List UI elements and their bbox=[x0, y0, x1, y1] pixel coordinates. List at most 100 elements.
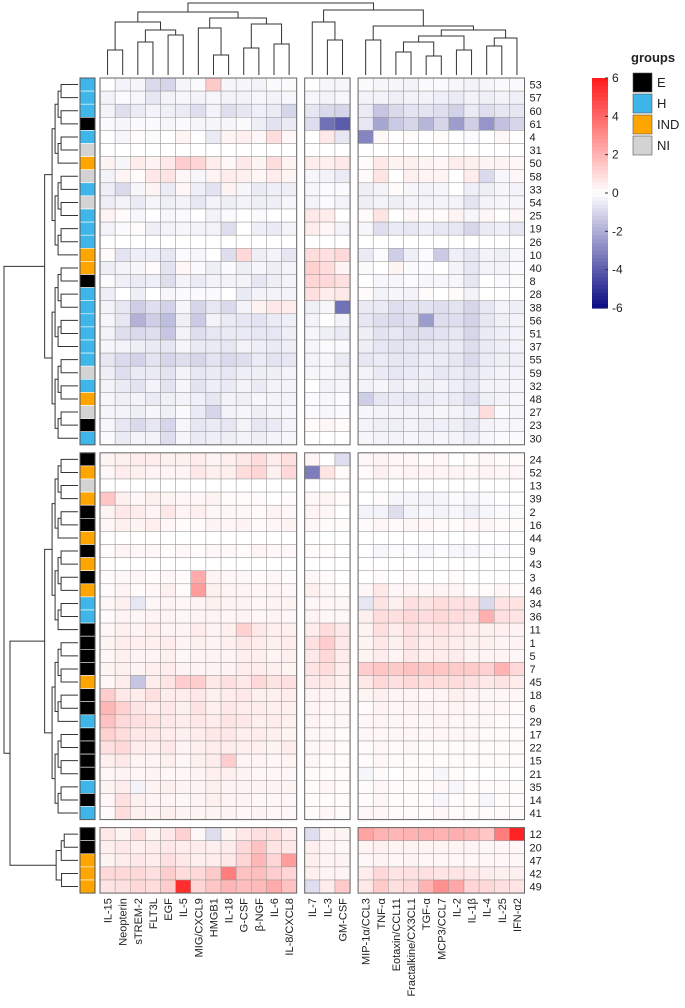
heatmap-cell bbox=[145, 300, 161, 315]
heatmap-cell bbox=[304, 544, 321, 558]
heatmap-cell bbox=[99, 727, 116, 742]
heatmap-cell bbox=[205, 465, 222, 480]
group-annotation-cell bbox=[79, 866, 96, 881]
row-label: 30 bbox=[530, 433, 542, 445]
row-label: 29 bbox=[530, 716, 542, 728]
heatmap-cell bbox=[388, 866, 404, 881]
heatmap-cell bbox=[494, 714, 510, 729]
heatmap-cell bbox=[220, 780, 237, 794]
heatmap-cell bbox=[145, 261, 161, 275]
row-label: 57 bbox=[530, 93, 542, 105]
heatmap-cell bbox=[388, 675, 404, 689]
heatmap-cell bbox=[220, 143, 237, 157]
heatmap-cell bbox=[433, 701, 450, 716]
heatmap-cell bbox=[403, 544, 419, 558]
heatmap-cell bbox=[334, 662, 351, 676]
heatmap-cell bbox=[281, 103, 297, 118]
heatmap-cell bbox=[463, 352, 480, 367]
heatmap-cell bbox=[433, 248, 450, 262]
heatmap-cell bbox=[463, 544, 480, 558]
heatmap-cell bbox=[319, 182, 336, 197]
heatmap-cell bbox=[281, 866, 297, 881]
heatmap-cell bbox=[372, 90, 389, 105]
heatmap-cell bbox=[145, 740, 161, 755]
heatmap-cell bbox=[388, 727, 404, 742]
heatmap-cell bbox=[509, 208, 525, 223]
heatmap-cell bbox=[448, 780, 465, 794]
heatmap-cell bbox=[160, 879, 176, 894]
heatmap-cell bbox=[319, 662, 336, 676]
heatmap-cell bbox=[304, 753, 321, 768]
group-annotation-cell bbox=[79, 418, 96, 433]
heatmap-cell bbox=[372, 195, 389, 210]
heatmap-cell bbox=[235, 675, 252, 689]
heatmap-cell bbox=[403, 570, 419, 585]
heatmap-cell bbox=[418, 300, 434, 315]
heatmap-cell bbox=[319, 766, 336, 781]
heatmap-cell bbox=[190, 714, 207, 729]
heatmap-cell bbox=[334, 688, 351, 702]
row-label: 38 bbox=[530, 302, 542, 314]
heatmap-cell bbox=[304, 827, 321, 841]
colorbar-segment bbox=[592, 101, 608, 106]
heatmap-cell bbox=[304, 780, 321, 794]
heatmap-cell bbox=[372, 117, 389, 131]
heatmap-cell bbox=[403, 379, 419, 393]
heatmap-cell bbox=[494, 596, 510, 611]
heatmap-cell bbox=[190, 518, 207, 532]
group-annotation-cell bbox=[79, 596, 96, 611]
heatmap-cell bbox=[463, 130, 480, 144]
heatmap-cell bbox=[99, 452, 116, 467]
heatmap-cell bbox=[372, 635, 389, 650]
heatmap-cell bbox=[388, 208, 404, 223]
heatmap-cell bbox=[418, 208, 434, 223]
heatmap-cell bbox=[388, 649, 404, 663]
heatmap-cell bbox=[372, 662, 389, 676]
heatmap-cell bbox=[478, 234, 495, 249]
heatmap-cell bbox=[448, 622, 465, 637]
heatmap-cell bbox=[160, 379, 176, 393]
heatmap-cell bbox=[235, 261, 252, 275]
heatmap-cell bbox=[130, 662, 146, 676]
heatmap-cell bbox=[281, 662, 297, 676]
group-annotation-cell bbox=[79, 117, 96, 131]
row-label: 60 bbox=[530, 106, 542, 118]
heatmap-cell bbox=[205, 326, 222, 341]
group-annotation-cell bbox=[79, 766, 96, 781]
heatmap-cell bbox=[190, 622, 207, 637]
heatmap-cell bbox=[205, 675, 222, 689]
heatmap-cell bbox=[372, 793, 389, 807]
heatmap-cell bbox=[220, 392, 237, 406]
heatmap-cell bbox=[418, 688, 434, 702]
group-annotation-cell bbox=[79, 753, 96, 768]
column-label: IL-25 bbox=[497, 898, 509, 923]
heatmap-cell bbox=[281, 649, 297, 663]
heatmap-cell bbox=[478, 287, 495, 301]
heatmap-cell bbox=[372, 248, 389, 262]
heatmap-cell bbox=[251, 491, 267, 506]
dendrogram-link bbox=[60, 642, 78, 657]
dendrogram-link bbox=[144, 29, 177, 42]
heatmap-cell bbox=[266, 806, 282, 820]
heatmap-cell bbox=[220, 77, 237, 92]
heatmap-cell bbox=[388, 840, 404, 855]
heatmap-cell bbox=[160, 143, 176, 157]
heatmap-cell bbox=[448, 879, 465, 894]
heatmap-cell bbox=[175, 274, 192, 288]
row-label: 53 bbox=[530, 80, 542, 92]
legend-swatch bbox=[632, 135, 653, 156]
heatmap-cell bbox=[304, 727, 321, 742]
heatmap-cell bbox=[175, 780, 192, 794]
group-annotation-cell bbox=[79, 287, 96, 302]
group-annotation-cell bbox=[79, 169, 96, 184]
heatmap-cell bbox=[319, 313, 336, 328]
heatmap-cell bbox=[281, 557, 297, 571]
heatmap-cell bbox=[114, 339, 131, 354]
heatmap-cell bbox=[235, 491, 252, 506]
heatmap-cell bbox=[509, 806, 525, 820]
heatmap-cell bbox=[509, 234, 525, 249]
heatmap-cell bbox=[251, 649, 267, 663]
heatmap-cell bbox=[357, 649, 374, 663]
heatmap-cell bbox=[190, 234, 207, 249]
heatmap-cell bbox=[130, 103, 146, 118]
